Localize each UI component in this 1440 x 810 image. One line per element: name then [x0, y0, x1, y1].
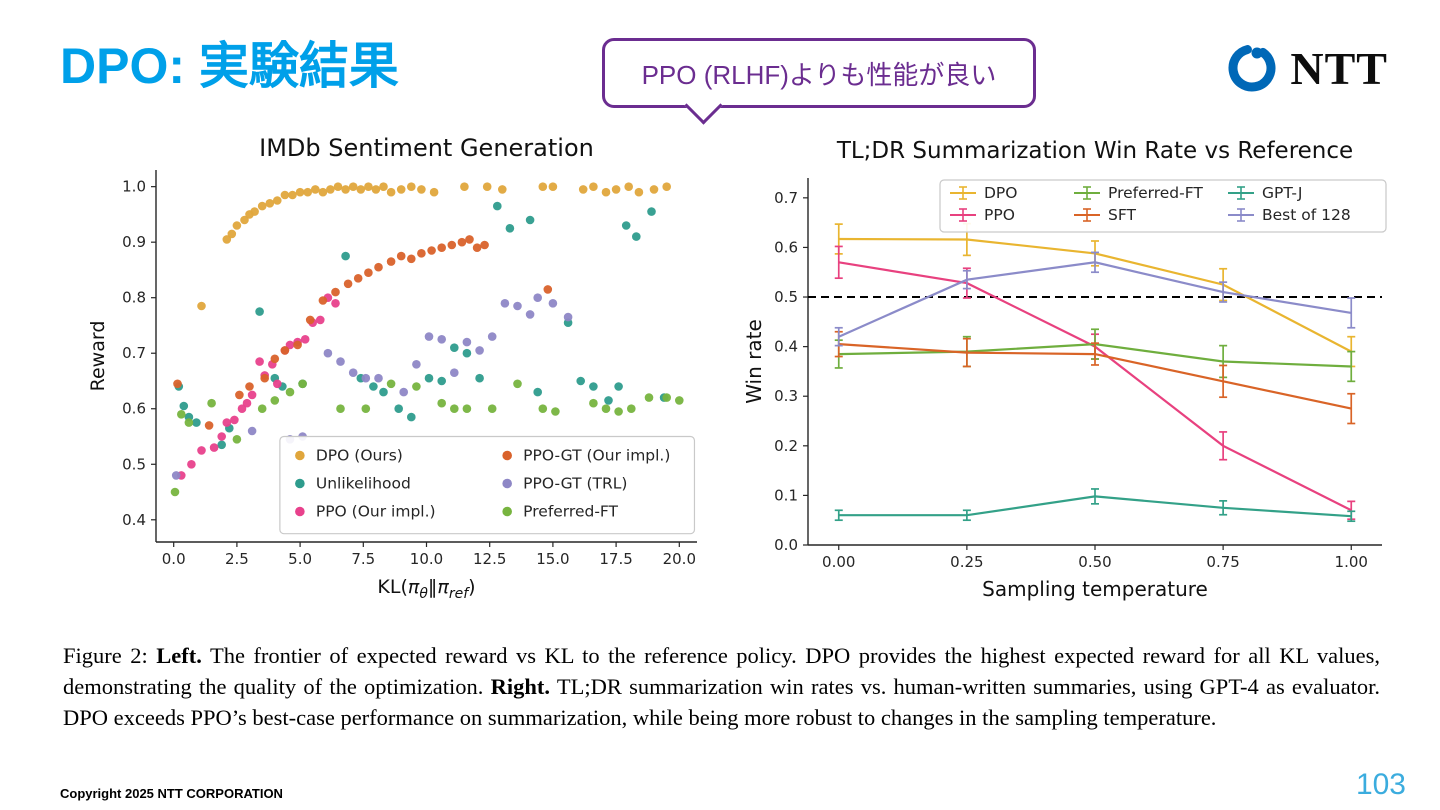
- svg-text:0.4: 0.4: [122, 511, 146, 529]
- svg-text:Unlikelihood: Unlikelihood: [316, 475, 411, 493]
- svg-text:PPO-GT (TRL): PPO-GT (TRL): [523, 475, 627, 493]
- ntt-dynamic-loop-icon: [1228, 44, 1276, 92]
- svg-text:17.5: 17.5: [599, 550, 632, 568]
- svg-text:Best of 128: Best of 128: [1262, 206, 1351, 224]
- slide-title: DPO: 実験結果: [60, 38, 399, 94]
- svg-text:0.1: 0.1: [774, 486, 798, 504]
- svg-text:GPT-J: GPT-J: [1262, 184, 1302, 202]
- svg-text:Preferred-FT: Preferred-FT: [523, 503, 618, 521]
- page-number: 103: [1355, 768, 1406, 801]
- svg-text:0.50: 0.50: [1078, 553, 1111, 571]
- svg-text:0.25: 0.25: [950, 553, 983, 571]
- caption-right-label: Right.: [490, 674, 551, 700]
- svg-text:0.6: 0.6: [122, 400, 146, 418]
- svg-text:IMDb Sentiment Generation: IMDb Sentiment Generation: [259, 134, 594, 162]
- svg-text:10.0: 10.0: [410, 550, 443, 568]
- callout-bubble: PPO (RLHF)よりも性能が良い: [602, 38, 1036, 125]
- callout-tail: [684, 86, 723, 125]
- svg-text:7.5: 7.5: [351, 550, 375, 568]
- svg-text:PPO: PPO: [984, 206, 1015, 224]
- caption-figure-label: Figure 2:: [63, 643, 148, 668]
- svg-text:12.5: 12.5: [473, 550, 506, 568]
- svg-text:20.0: 20.0: [663, 550, 696, 568]
- svg-text:Sampling temperature: Sampling temperature: [982, 577, 1208, 601]
- svg-text:PPO (Our impl.): PPO (Our impl.): [316, 503, 436, 521]
- svg-text:0.75: 0.75: [1206, 553, 1239, 571]
- svg-text:0.5: 0.5: [774, 288, 798, 306]
- svg-text:0.6: 0.6: [774, 238, 798, 256]
- svg-text:2.5: 2.5: [225, 550, 249, 568]
- svg-text:0.5: 0.5: [122, 455, 146, 473]
- svg-text:0.9: 0.9: [122, 233, 146, 251]
- imdb-sentiment-chart: IMDb Sentiment Generation 0.0 2.5 5.0 7.5 10.…: [87, 134, 697, 602]
- svg-text:SFT: SFT: [1108, 206, 1136, 224]
- svg-text:Reward: Reward: [87, 321, 109, 392]
- svg-text:0.8: 0.8: [122, 289, 146, 307]
- svg-text:Preferred-FT: Preferred-FT: [1108, 184, 1203, 202]
- svg-text:DPO (Ours): DPO (Ours): [316, 447, 403, 465]
- svg-text:0.00: 0.00: [822, 553, 855, 571]
- ntt-logo: NTT: [1224, 40, 1388, 96]
- copyright-text: Copyright 2025 NTT CORPORATION: [60, 786, 283, 801]
- tldr-winrate-chart: TL;DR Summarization Win Rate vs Referenc…: [744, 138, 1387, 601]
- svg-text:0.7: 0.7: [774, 189, 798, 207]
- svg-text:DPO: DPO: [984, 184, 1017, 202]
- callout-text: PPO (RLHF)よりも性能が良い: [641, 59, 997, 90]
- caption-left-label: Left.: [156, 643, 202, 668]
- svg-text:0.2: 0.2: [774, 437, 798, 455]
- svg-text:0.4: 0.4: [774, 338, 798, 356]
- svg-text:1.00: 1.00: [1335, 553, 1368, 571]
- svg-text:0.0: 0.0: [774, 536, 798, 554]
- caption-left-text: The frontier of expected reward vs KL to…: [63, 643, 1381, 700]
- caption-right-text: TL;DR summarization win rates vs. human-…: [63, 674, 1381, 731]
- svg-text:5.0: 5.0: [288, 550, 312, 568]
- svg-text:0.3: 0.3: [774, 387, 798, 405]
- ntt-logo-text: NTT: [1290, 42, 1388, 94]
- svg-text:PPO-GT (Our impl.): PPO-GT (Our impl.): [523, 447, 670, 465]
- svg-text:1.0: 1.0: [122, 178, 146, 196]
- svg-text:TL;DR Summarization Win Rate v: TL;DR Summarization Win Rate vs Referenc…: [836, 138, 1353, 164]
- svg-text:15.0: 15.0: [536, 550, 569, 568]
- svg-text:KL(πθ‖πref): KL(πθ‖πref): [377, 576, 475, 602]
- svg-text:0.7: 0.7: [122, 344, 146, 362]
- svg-text:Win rate: Win rate: [744, 319, 766, 404]
- figure-caption: Figure 2: Left. The frontier of expected…: [63, 640, 1380, 733]
- svg-text:0.0: 0.0: [162, 550, 186, 568]
